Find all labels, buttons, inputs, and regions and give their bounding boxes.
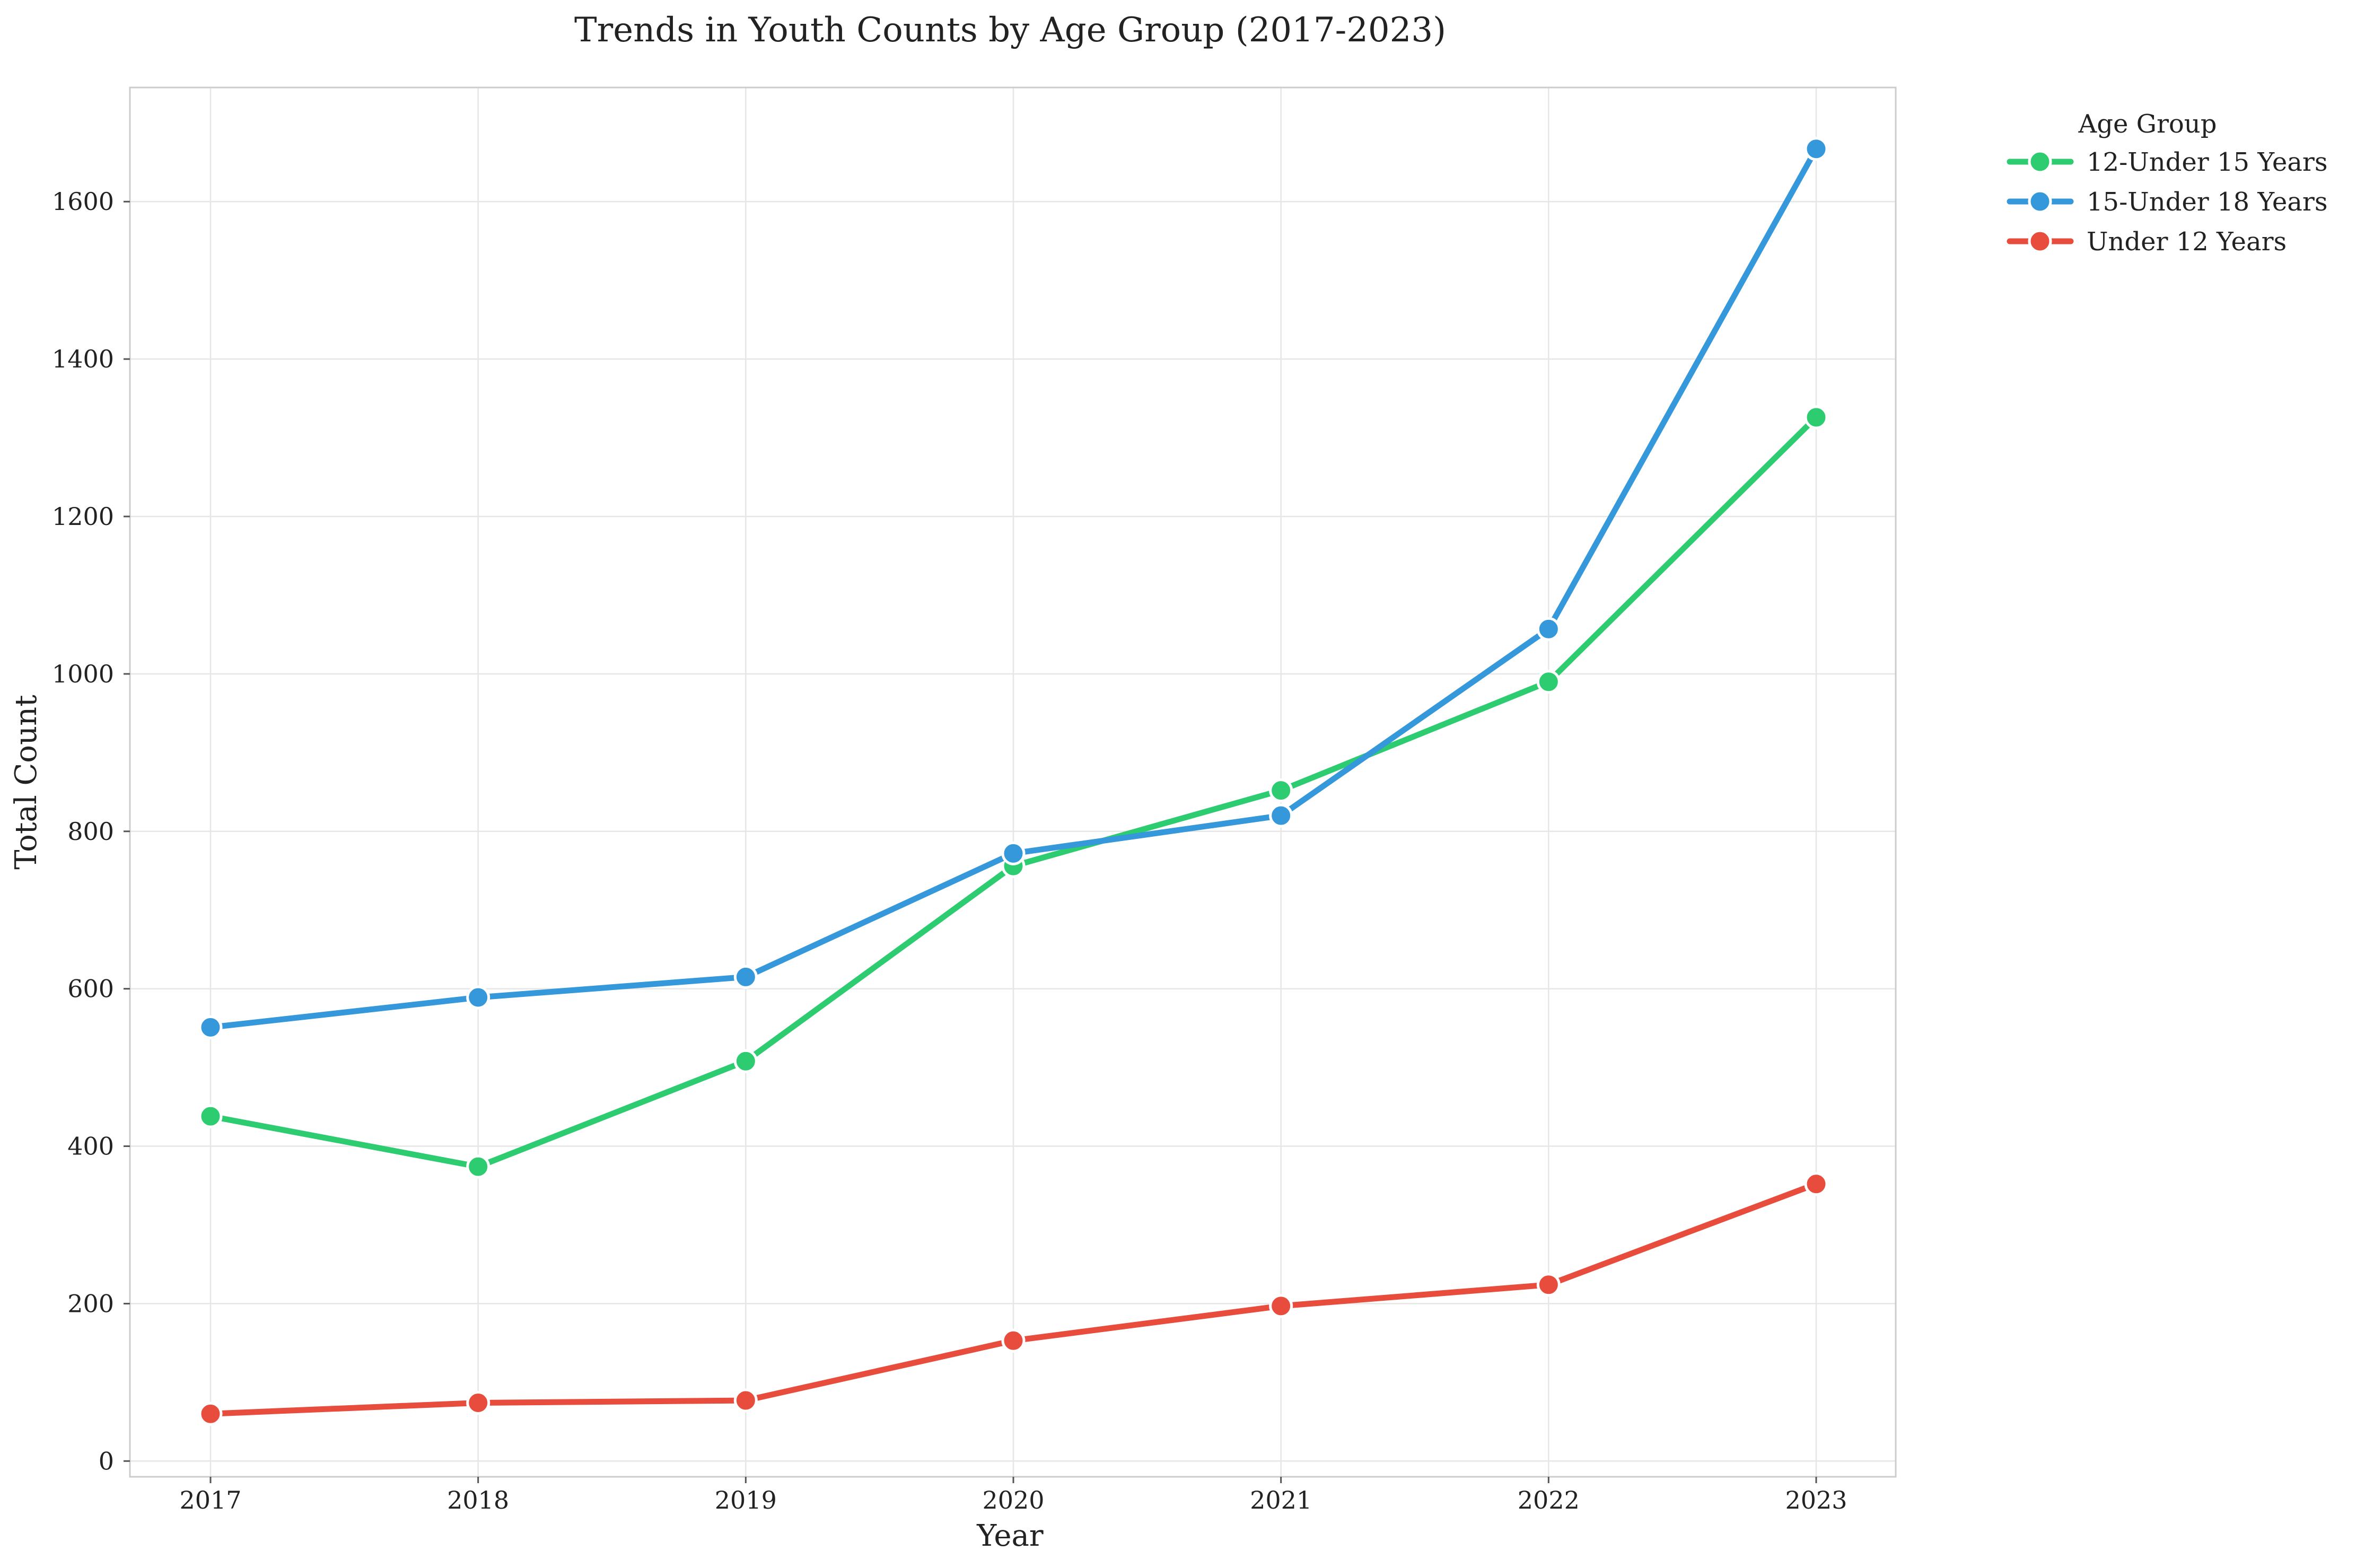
data-point (1536, 670, 1561, 694)
data-point (1269, 1294, 1293, 1318)
x-axis-label: Year (976, 1519, 1044, 1553)
y-tick-label: 600 (67, 975, 114, 1003)
legend-entry: Under 12 Years (2007, 227, 2287, 257)
legend-title: Age Group (2078, 109, 2217, 139)
data-point (198, 1015, 223, 1039)
series-under-12-years (198, 1172, 1828, 1426)
data-point (466, 985, 491, 1010)
x-tick-label: 2018 (447, 1486, 509, 1514)
x-tick-label: 2023 (1785, 1486, 1847, 1514)
x-tick-label: 2019 (715, 1486, 777, 1514)
grid (130, 87, 1896, 1477)
x-tick-label: 2017 (179, 1486, 241, 1514)
data-point (733, 1049, 758, 1073)
data-point (1269, 778, 1293, 803)
data-point (1804, 137, 1828, 161)
y-tick-label: 1600 (52, 187, 114, 216)
y-tick-label: 1000 (52, 660, 114, 688)
y-tick-label: 200 (67, 1289, 114, 1318)
x-tick-label: 2022 (1518, 1486, 1580, 1514)
legend-label: 15-Under 18 Years (2087, 187, 2327, 217)
data-point (733, 1388, 758, 1413)
data-point (1001, 1328, 1026, 1353)
series-12-under-15-years (198, 405, 1828, 1179)
y-tick-label: 800 (67, 817, 114, 846)
data-point (1804, 1172, 1828, 1196)
x-tick-label: 2021 (1250, 1486, 1312, 1514)
data-point (1804, 405, 1828, 430)
x-tick-label: 2020 (982, 1486, 1044, 1514)
data-point (1536, 617, 1561, 641)
data-point (1001, 841, 1026, 865)
data-point (198, 1401, 223, 1426)
legend-entry: 15-Under 18 Years (2007, 187, 2327, 217)
legend-swatch-marker (2028, 229, 2052, 253)
y-tick-label: 400 (67, 1132, 114, 1161)
y-tick-label: 1400 (52, 345, 114, 373)
data-point (733, 965, 758, 989)
legend-label: 12-Under 15 Years (2087, 147, 2327, 177)
chart-title: Trends in Youth Counts by Age Group (201… (574, 11, 1446, 50)
data-point (466, 1390, 491, 1415)
y-tick-label: 0 (99, 1447, 114, 1475)
legend-swatch-marker (2028, 189, 2052, 214)
data-point (466, 1154, 491, 1179)
legend: Age Group 12-Under 15 Years 15-Under 18 Y… (2007, 109, 2327, 257)
y-tick-label: 1200 (52, 502, 114, 531)
data-point (198, 1104, 223, 1128)
data-point (1269, 803, 1293, 828)
data-point (1536, 1273, 1561, 1297)
legend-swatch-marker (2028, 150, 2052, 174)
y-axis-label: Total Count (9, 695, 43, 870)
legend-label: Under 12 Years (2087, 227, 2287, 257)
axis-ticks: 2017 2018 2019 2020 2021 2022 2023 0 200 400 600 80… (52, 187, 1847, 1514)
series-lines (198, 137, 1828, 1426)
legend-entry: 12-Under 15 Years (2007, 147, 2327, 177)
series-15-under-18-years (198, 137, 1828, 1039)
